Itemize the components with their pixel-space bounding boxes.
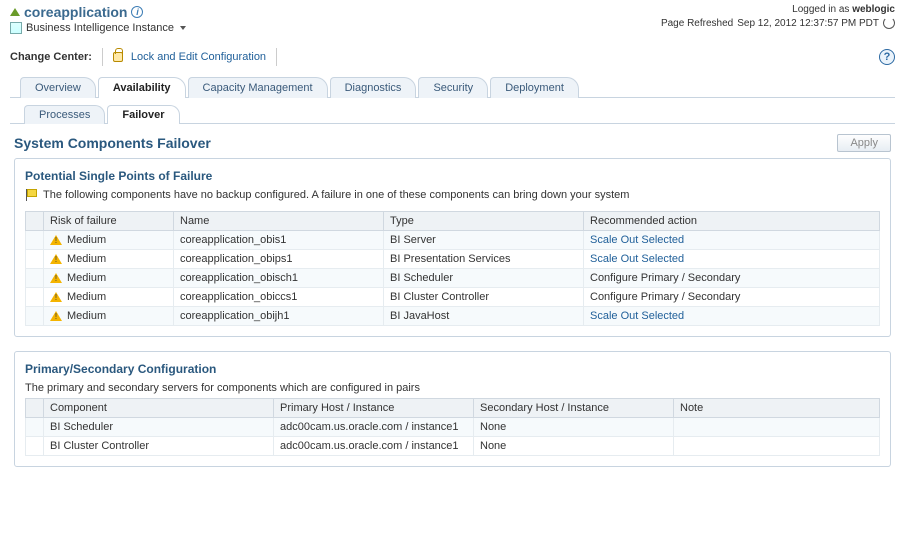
info-icon[interactable]: i [131, 6, 143, 18]
refresh-time: Sep 12, 2012 12:37:57 PM PDT [737, 18, 879, 29]
table-row: Medium coreapplication_obijh1BI JavaHost S… [26, 307, 880, 326]
logged-in-prefix: Logged in as [792, 4, 852, 15]
lock-edit-link[interactable]: Lock and Edit Configuration [131, 51, 266, 63]
tab-overview[interactable]: Overview [20, 77, 96, 98]
component-name: coreapplication_obisch1 [174, 269, 384, 288]
logged-in-user: weblogic [852, 4, 895, 15]
recommended-action: Configure Primary / Secondary [584, 288, 880, 307]
warning-icon [50, 254, 62, 264]
risk-level: Medium [67, 234, 106, 246]
apply-button[interactable]: Apply [837, 134, 891, 152]
instance-icon [10, 22, 22, 34]
flag-icon [25, 189, 37, 201]
chevron-down-icon [180, 26, 186, 30]
subtab-processes[interactable]: Processes [24, 105, 105, 124]
table-row: BI Cluster Controlleradc00cam.us.oracle.… [26, 437, 880, 456]
component-name: coreapplication_obiccs1 [174, 288, 384, 307]
component-type: BI Server [384, 231, 584, 250]
recommended-action: Configure Primary / Secondary [584, 269, 880, 288]
psc-col-header: Note [674, 399, 880, 418]
psc-primary: adc00cam.us.oracle.com / instance1 [274, 418, 474, 437]
spof-table: Risk of failureNameTypeRecommended actio… [25, 211, 880, 326]
table-row: Medium coreapplication_obis1BI Server Scal… [26, 231, 880, 250]
psc-note [674, 437, 880, 456]
spof-col-header: Recommended action [584, 212, 880, 231]
component-name: coreapplication_obis1 [174, 231, 384, 250]
spof-col-header: Type [384, 212, 584, 231]
psc-heading: Primary/Secondary Configuration [25, 362, 880, 376]
warning-icon [50, 292, 62, 302]
separator [102, 48, 103, 66]
table-row: Medium coreapplication_obips1BI Presentat… [26, 250, 880, 269]
psc-note [674, 418, 880, 437]
risk-level: Medium [67, 291, 106, 303]
help-icon[interactable]: ? [879, 49, 895, 65]
spof-heading: Potential Single Points of Failure [25, 169, 880, 183]
component-name: coreapplication_obijh1 [174, 307, 384, 326]
psc-primary: adc00cam.us.oracle.com / instance1 [274, 437, 474, 456]
warning-icon [50, 311, 62, 321]
refresh-icon[interactable] [883, 17, 895, 29]
psc-col-header: Primary Host / Instance [274, 399, 474, 418]
component-type: BI Scheduler [384, 269, 584, 288]
psc-col-header: Secondary Host / Instance [474, 399, 674, 418]
warning-icon [50, 235, 62, 245]
component-type: BI Cluster Controller [384, 288, 584, 307]
component-type: BI Presentation Services [384, 250, 584, 269]
psc-table: ComponentPrimary Host / InstanceSecondar… [25, 398, 880, 456]
warning-icon [50, 273, 62, 283]
risk-level: Medium [67, 310, 106, 322]
spof-col-icon [26, 212, 44, 231]
table-row: Medium coreapplication_obiccs1BI Cluster … [26, 288, 880, 307]
component-type: BI JavaHost [384, 307, 584, 326]
instance-menu[interactable]: Business Intelligence Instance [10, 22, 186, 34]
recommended-action-link[interactable]: Scale Out Selected [590, 253, 684, 265]
psc-col-header: Component [44, 399, 274, 418]
risk-level: Medium [67, 272, 106, 284]
tab-security[interactable]: Security [418, 77, 488, 98]
table-row: BI Scheduleradc00cam.us.oracle.com / ins… [26, 418, 880, 437]
section-title: System Components Failover [14, 135, 211, 151]
spof-col-header: Name [174, 212, 384, 231]
psc-component: BI Cluster Controller [44, 437, 274, 456]
spof-col-header: Risk of failure [44, 212, 174, 231]
psc-component: BI Scheduler [44, 418, 274, 437]
spof-panel: Potential Single Points of Failure The f… [14, 158, 891, 337]
recommended-action-link[interactable]: Scale Out Selected [590, 310, 684, 322]
page-title[interactable]: coreapplication [24, 4, 127, 20]
tab-deployment[interactable]: Deployment [490, 77, 579, 98]
psc-panel: Primary/Secondary Configuration The prim… [14, 351, 891, 467]
spof-description: The following components have no backup … [43, 189, 629, 201]
refresh-prefix: Page Refreshed [661, 18, 733, 29]
risk-level: Medium [67, 253, 106, 265]
psc-description: The primary and secondary servers for co… [25, 382, 880, 394]
component-name: coreapplication_obips1 [174, 250, 384, 269]
psc-secondary: None [474, 418, 674, 437]
instance-label: Business Intelligence Instance [26, 22, 174, 34]
separator [276, 48, 277, 66]
subtab-failover[interactable]: Failover [107, 105, 179, 124]
tab-availability[interactable]: Availability [98, 77, 186, 98]
change-center-label: Change Center: [10, 51, 92, 63]
up-arrow-icon [10, 8, 20, 16]
recommended-action-link[interactable]: Scale Out Selected [590, 234, 684, 246]
table-row: Medium coreapplication_obisch1BI Schedule… [26, 269, 880, 288]
tab-capacity-management[interactable]: Capacity Management [188, 77, 328, 98]
psc-col-icon [26, 399, 44, 418]
psc-secondary: None [474, 437, 674, 456]
lock-icon [113, 52, 123, 62]
tab-diagnostics[interactable]: Diagnostics [330, 77, 417, 98]
